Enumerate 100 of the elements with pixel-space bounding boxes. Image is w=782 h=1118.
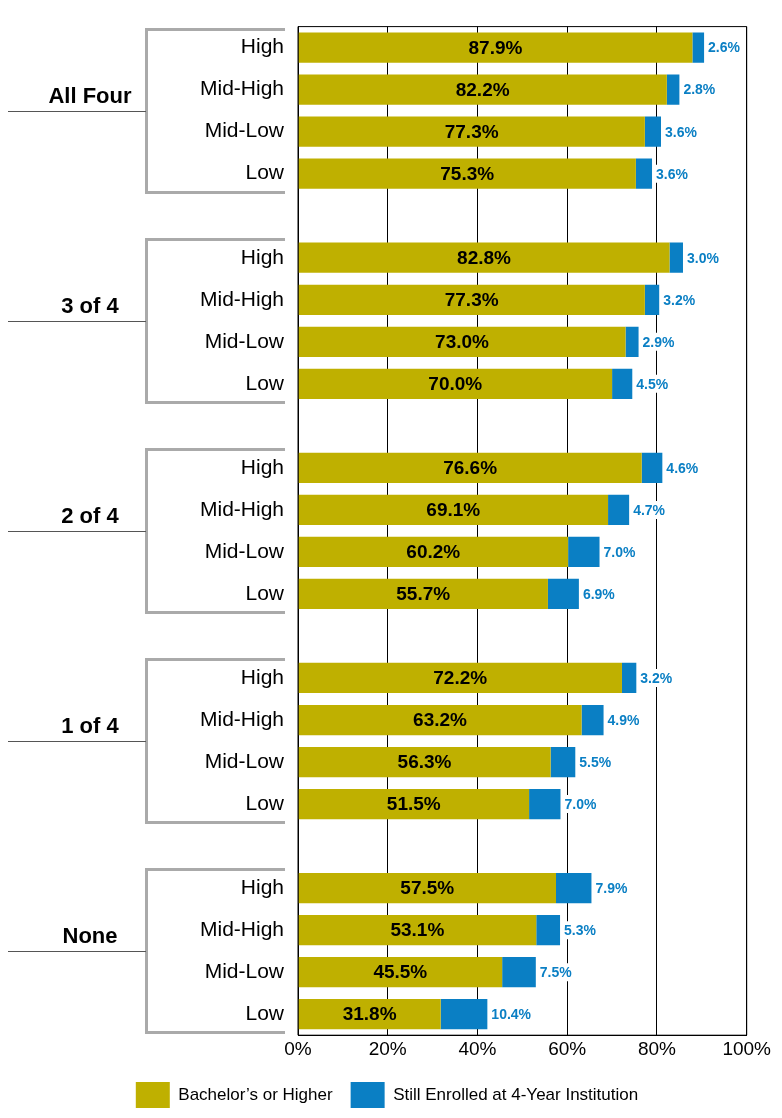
bar — [556, 872, 592, 904]
bar — [298, 915, 537, 946]
bar — [440, 999, 488, 1030]
data-label: 2.8% — [683, 81, 716, 98]
data-label: 4.9% — [607, 711, 641, 728]
y-tick-label: Mid-Low — [204, 538, 285, 562]
x-tick-label: 80% — [637, 1037, 677, 1059]
bar — [621, 662, 637, 694]
data-label: 3.2% — [640, 669, 673, 686]
data-label: 63.2% — [413, 709, 468, 731]
data-label: 77.3% — [444, 120, 499, 142]
data-label: 10.4% — [491, 1006, 532, 1023]
bar — [669, 242, 683, 273]
y-tick-label: High — [240, 454, 284, 478]
y-tick-label: High — [240, 664, 284, 688]
text: 3 of 4 — [61, 292, 120, 318]
data-label: 72.2% — [433, 667, 488, 689]
data-label: 82.8% — [457, 246, 512, 268]
y-tick-label: High — [240, 34, 284, 58]
data-label: 7.5% — [539, 964, 573, 981]
data-label: 87.9% — [468, 36, 523, 58]
bar — [536, 915, 561, 946]
bar — [298, 452, 642, 483]
data-label: 53.1% — [390, 919, 445, 941]
bar — [568, 536, 600, 568]
data-label: 3.0% — [686, 249, 720, 266]
y-tick-label: Mid-High — [199, 916, 284, 940]
bar — [298, 662, 622, 694]
y-tick-label: Mid-Low — [204, 958, 285, 982]
x-tick-label: 40% — [458, 1037, 497, 1059]
data-label: 82.2% — [455, 78, 510, 100]
data-label: 2.9% — [642, 333, 676, 350]
y-tick-label: Low — [245, 160, 285, 184]
data-label: 3.2% — [663, 291, 696, 308]
bar — [644, 284, 660, 315]
data-label: 5.5% — [579, 753, 612, 770]
bar — [298, 578, 548, 610]
data-label: 70.0% — [428, 373, 483, 395]
bar — [298, 242, 670, 273]
data-label: 5.3% — [564, 922, 597, 938]
y-tick-label: Mid-High — [199, 496, 284, 520]
x-tick-label: 100% — [722, 1037, 772, 1059]
data-label: 7.0% — [603, 543, 636, 560]
data-label: 31.8% — [342, 1003, 397, 1025]
bar — [298, 788, 530, 820]
y-tick-label: High — [240, 874, 284, 898]
data-label: 4.7% — [633, 501, 666, 518]
data-label: 6.9% — [582, 585, 616, 602]
text: 2 of 4 — [61, 502, 120, 528]
y-tick-label: Mid-Low — [204, 748, 285, 772]
bar — [641, 452, 663, 483]
text: None — [62, 923, 118, 949]
data-label: 4.6% — [666, 459, 699, 476]
bar — [298, 32, 693, 63]
data-label: 7.0% — [564, 795, 597, 812]
data-label: 75.3% — [440, 162, 495, 184]
bar — [298, 368, 613, 399]
x-tick-label: 0% — [284, 1037, 312, 1059]
y-tick-label: Low — [245, 370, 285, 394]
data-label: 2.6% — [708, 39, 741, 56]
x-tick-label: 60% — [548, 1037, 587, 1059]
bar — [298, 536, 569, 568]
bar — [581, 704, 604, 736]
data-label: 76.6% — [443, 457, 498, 479]
text: 1 of 4 — [61, 713, 120, 739]
bar — [298, 872, 556, 904]
data-label: 3.6% — [656, 165, 689, 182]
bar — [608, 494, 630, 526]
y-tick-label: Mid-Low — [204, 328, 285, 352]
bar — [298, 494, 609, 526]
y-tick-label: Mid-High — [199, 76, 284, 100]
bar — [625, 326, 639, 357]
bar — [298, 284, 645, 315]
y-tick-label: Mid-High — [199, 706, 284, 730]
y-tick-label: High — [240, 244, 284, 268]
data-label: 3.6% — [665, 123, 698, 140]
bar — [547, 578, 579, 610]
y-tick-label: Mid-Low — [204, 118, 285, 142]
bar — [298, 326, 626, 357]
bar — [298, 116, 645, 147]
bar — [298, 158, 636, 189]
legend-label: Bachelor’s or Higher — [178, 1084, 333, 1104]
y-tick-label: Low — [245, 1000, 285, 1024]
bar — [502, 957, 536, 988]
data-label: 7.9% — [595, 879, 628, 896]
legend-label: Still Enrolled at 4-Year Institution — [393, 1084, 639, 1104]
bar — [666, 74, 680, 105]
data-label: 45.5% — [373, 961, 428, 983]
data-label: 60.2% — [406, 541, 461, 563]
data-label: 55.7% — [396, 583, 451, 605]
bar — [298, 704, 582, 736]
y-tick-label: Low — [245, 580, 285, 604]
text: All Four — [48, 82, 132, 108]
bar — [612, 368, 633, 399]
data-label: 69.1% — [426, 499, 481, 521]
bar — [298, 74, 667, 105]
bar — [298, 957, 503, 988]
bar — [692, 32, 705, 63]
bar — [529, 788, 561, 820]
data-label: 56.3% — [397, 751, 452, 773]
